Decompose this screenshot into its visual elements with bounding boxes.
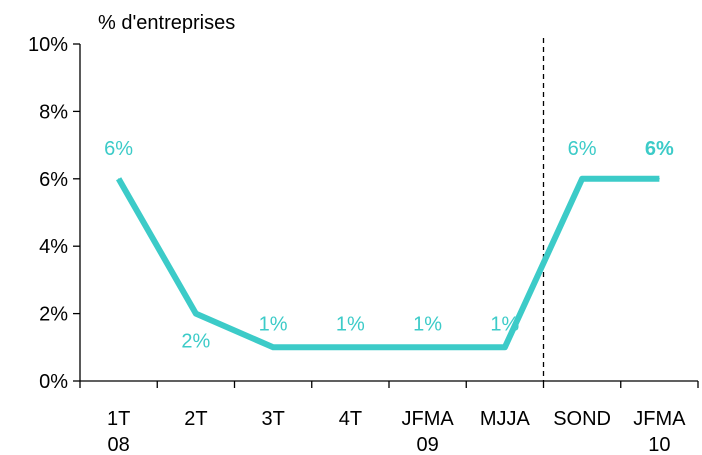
x-tick-label: 1T	[107, 408, 130, 430]
y-tick-label: 4%	[39, 236, 68, 258]
data-label: 1%	[413, 313, 442, 335]
data-point	[427, 346, 429, 348]
y-tick-label: 0%	[39, 371, 68, 393]
x-tick-label-year: 08	[108, 434, 130, 455]
data-point	[581, 178, 583, 180]
y-ticks: 0% 2% 4% 6% 8% 10%	[28, 34, 80, 393]
data-label: 1%	[490, 313, 519, 335]
series-group	[116, 175, 660, 351]
x-tick-label: MJJA	[480, 408, 531, 430]
x-tick-label-year: 10	[648, 434, 670, 455]
data-label: 6%	[104, 138, 133, 160]
x-tick-label: JFMA	[633, 408, 686, 430]
data-label: 6%	[645, 138, 674, 160]
y-tick-label: 10%	[28, 34, 68, 56]
data-point	[349, 346, 351, 348]
series-line	[116, 175, 660, 351]
data-point	[504, 346, 506, 348]
x-tick-label: 2T	[184, 408, 207, 430]
data-label: 6%	[568, 138, 597, 160]
axes	[79, 44, 698, 382]
data-label: 1%	[336, 313, 365, 335]
x-tick-label: SOND	[553, 408, 611, 430]
x-tick-label: 4T	[339, 408, 362, 430]
x-tick-label: JFMA	[402, 408, 455, 430]
y-tick-label: 2%	[39, 304, 68, 326]
data-point	[272, 346, 274, 348]
y-axis-title: % d'entreprises	[98, 12, 235, 34]
data-label: 2%	[181, 331, 210, 353]
x-ticks: 1T 08 2T 3T 4T JFMA 09 MJJA SOND JFMA 10	[79, 381, 699, 455]
data-point	[195, 313, 197, 315]
data-label: 1%	[259, 313, 288, 335]
y-tick-label: 8%	[39, 101, 68, 123]
y-tick-label: 6%	[39, 169, 68, 191]
x-tick-label-year: 09	[417, 434, 439, 455]
data-labels: 6% 2% 1% 1% 1% 1% 6% 6%	[104, 138, 674, 353]
data-point	[118, 178, 120, 180]
data-point	[658, 178, 660, 180]
x-tick-label: 3T	[261, 408, 284, 430]
